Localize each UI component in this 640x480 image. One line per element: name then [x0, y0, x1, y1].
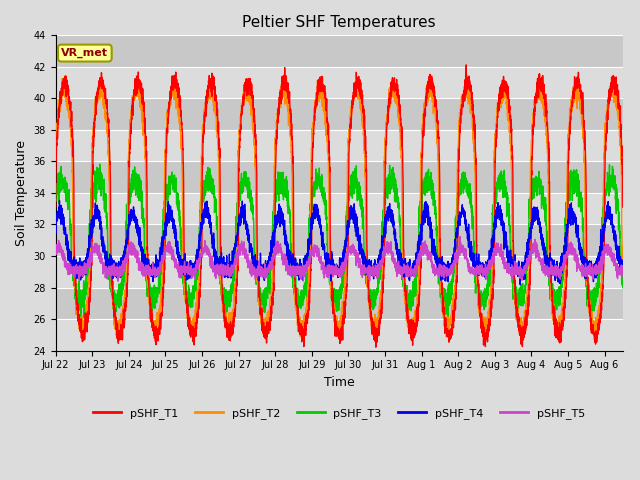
X-axis label: Time: Time [324, 376, 355, 389]
Bar [56, 319, 623, 350]
Bar [56, 67, 623, 98]
Title: Peltier SHF Temperatures: Peltier SHF Temperatures [243, 15, 436, 30]
Bar [56, 98, 623, 130]
Bar [56, 130, 623, 161]
Bar [56, 161, 623, 193]
Y-axis label: Soil Temperature: Soil Temperature [15, 140, 28, 246]
Legend: pSHF_T1, pSHF_T2, pSHF_T3, pSHF_T4, pSHF_T5: pSHF_T1, pSHF_T2, pSHF_T3, pSHF_T4, pSHF… [89, 404, 589, 423]
Text: VR_met: VR_met [61, 48, 108, 58]
Bar [56, 288, 623, 319]
Bar [56, 36, 623, 67]
Bar [56, 256, 623, 288]
Bar [56, 193, 623, 225]
Bar [56, 225, 623, 256]
